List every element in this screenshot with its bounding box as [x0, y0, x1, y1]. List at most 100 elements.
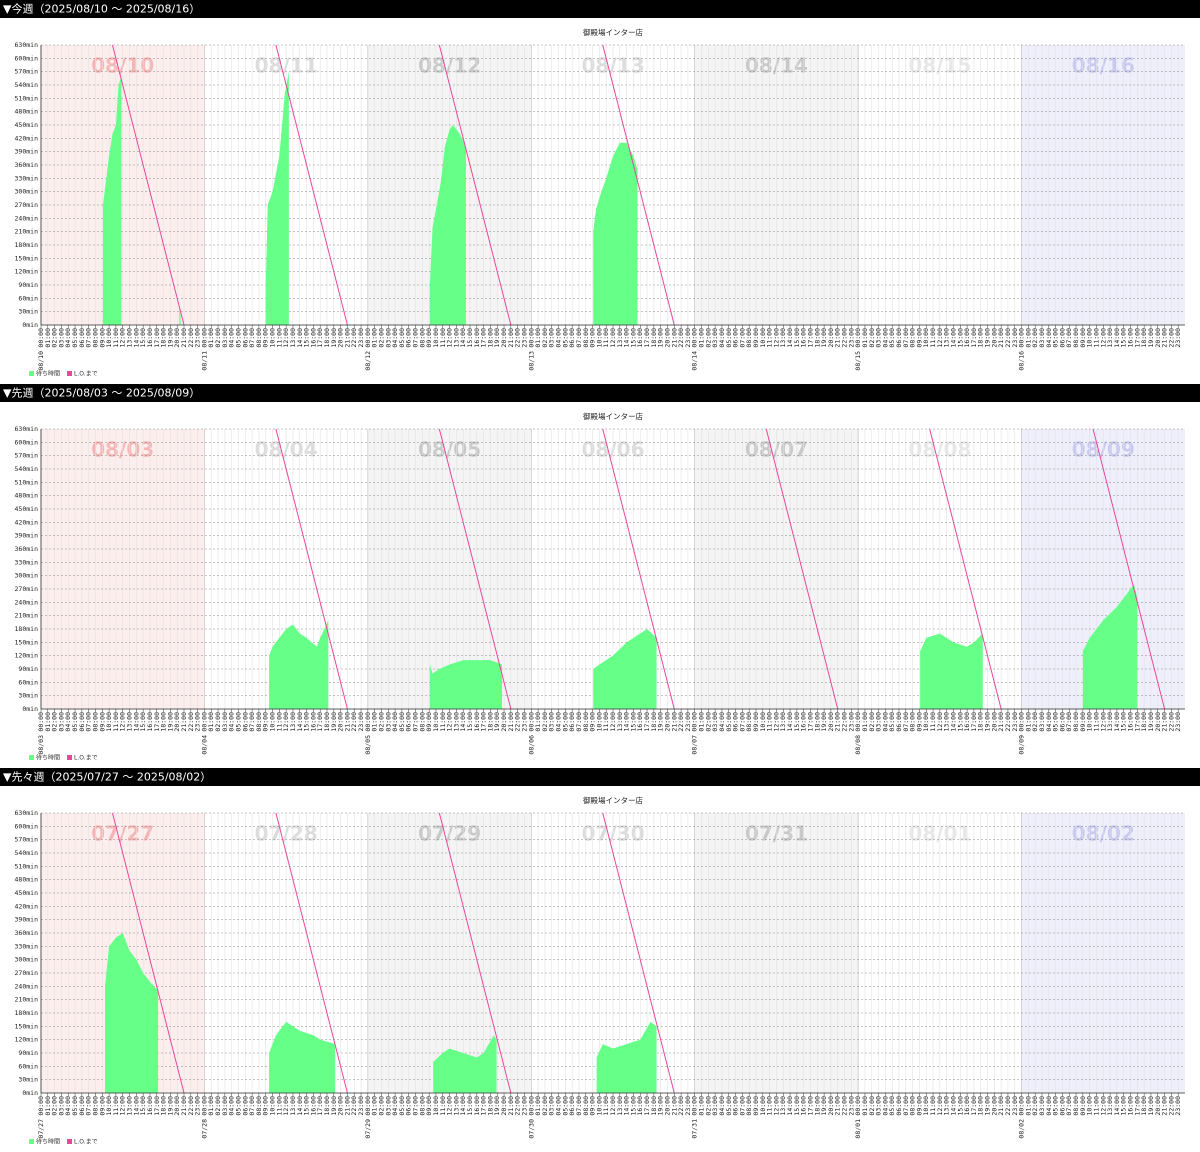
x-tick-label: 12:00: [119, 1096, 127, 1116]
x-tick-label: 18:00: [323, 1096, 331, 1116]
x-tick-label: 00:00: [527, 328, 535, 348]
x-tick-label: 00:00: [364, 328, 372, 348]
x-tick-label: 12:00: [936, 328, 944, 348]
x-tick-label: 19:00: [657, 328, 665, 348]
x-tick-label: 02:00: [377, 712, 385, 732]
x-tick-label: 21:00: [670, 328, 678, 348]
y-tick-label: 600min: [15, 822, 39, 830]
x-tick-label: 19:00: [1147, 712, 1155, 732]
y-tick-label: 600min: [15, 54, 39, 62]
x-tick-label: 01:00: [1024, 1096, 1032, 1116]
x-tick-label: 05:00: [398, 712, 406, 732]
x-tick-label: 15:00: [1120, 712, 1128, 732]
x-tick-label: 06:00: [568, 1096, 576, 1116]
x-tick-label: 21:00: [180, 712, 188, 732]
x-tick-label: 10:00: [432, 712, 440, 732]
x-tick-label: 03:00: [711, 328, 719, 348]
x-tick-label: 17:00: [153, 328, 161, 348]
x-tick-label: 00:00: [1018, 328, 1026, 348]
x-tick-label: 13:00: [1106, 1096, 1114, 1116]
legend-label: 待ち時間: [36, 370, 60, 378]
y-tick-label: 510min: [15, 862, 39, 870]
x-tick-label: 22:00: [350, 328, 358, 348]
x-tick-label: 23:00: [520, 328, 528, 348]
x-tick-label: 08:00: [418, 712, 426, 732]
y-tick-label: 480min: [15, 108, 39, 116]
x-tick-label: 21:00: [670, 712, 678, 732]
x-tick-label: 19:00: [166, 1096, 174, 1116]
y-tick-label: 480min: [15, 492, 39, 500]
x-tick-label: 02:00: [868, 712, 876, 732]
x-tick-label: 05:00: [888, 328, 896, 348]
x-tick-label: 22:00: [514, 1096, 522, 1116]
x-tick-label: 15:00: [466, 328, 474, 348]
x-tick-label: 09:00: [425, 1096, 433, 1116]
x-tick-label: 21:00: [180, 328, 188, 348]
x-tick-label: 02:00: [377, 1096, 385, 1116]
x-tick-label: 00:00: [200, 712, 208, 732]
x-tick-label: 13:00: [452, 328, 460, 348]
y-tick-label: 180min: [15, 625, 39, 633]
x-tick-label: 23:00: [1174, 328, 1182, 348]
y-tick-label: 0min: [22, 1089, 38, 1097]
x-tick-label: 12:00: [282, 712, 290, 732]
y-tick-label: 90min: [18, 281, 38, 289]
x-tick-label: 15:00: [629, 328, 637, 348]
x-tick-label: 00:00: [854, 1096, 862, 1116]
x-tick-label: 19:00: [820, 712, 828, 732]
x-tick-label: 02:00: [704, 328, 712, 348]
x-tick-label: 17:00: [480, 328, 488, 348]
legend-label: 待ち時間: [36, 1138, 60, 1146]
x-tick-label: 15:00: [793, 328, 801, 348]
x-tick-label: 05:00: [561, 1096, 569, 1116]
x-tick-label: 14:00: [459, 328, 467, 348]
week-section: ▼先週（2025/08/03 ～ 2025/08/09） 御殿場インター店 08/0…: [0, 384, 1200, 762]
x-tick-label: 13:00: [779, 1096, 787, 1116]
x-tick-label: 17:00: [316, 712, 324, 732]
plot: [105, 813, 675, 1093]
y-tick-label: 510min: [15, 478, 39, 486]
week-section: ▼今週（2025/08/10 ～ 2025/08/16） 御殿場インター店 08/1…: [0, 0, 1200, 378]
x-tick-label: 18:00: [1140, 328, 1148, 348]
x-tick-label: 11:00: [766, 712, 774, 732]
x-tick-label: 08:00: [582, 328, 590, 348]
x-tick-label: 14:00: [1113, 328, 1121, 348]
chart-title: 御殿場インター店: [583, 795, 643, 805]
x-tick-label: 04:00: [64, 1096, 72, 1116]
x-tick-label: 01:00: [861, 712, 869, 732]
x-tick-label: 02:00: [1031, 712, 1039, 732]
y-tick-label: 540min: [15, 81, 39, 89]
x-day-label: 08/15: [854, 351, 862, 371]
x-tick-label: 09:00: [1079, 328, 1087, 348]
x-tick-label: 02:00: [214, 328, 222, 348]
x-tick-label: 04:00: [228, 1096, 236, 1116]
x-tick-label: 20:00: [173, 712, 181, 732]
legend-swatch: [67, 1139, 72, 1144]
x-tick-label: 05:00: [398, 1096, 406, 1116]
x-tick-label: 07:00: [85, 328, 93, 348]
x-tick-label: 07:00: [575, 712, 583, 732]
x-tick-label: 14:00: [296, 712, 304, 732]
x-tick-label: 07:00: [248, 712, 256, 732]
x-day-label: 08/14: [691, 351, 699, 371]
y-tick-label: 210min: [15, 228, 39, 236]
x-tick-label: 09:00: [589, 328, 597, 348]
x-tick-label: 07:00: [1065, 328, 1073, 348]
x-tick-label: 07:00: [738, 1096, 746, 1116]
x-tick-label: 10:00: [922, 328, 930, 348]
x-tick-label: 12:00: [446, 712, 454, 732]
x-tick-label: 19:00: [984, 712, 992, 732]
x-tick-label: 10:00: [105, 1096, 113, 1116]
x-tick-label: 10:00: [105, 328, 113, 348]
x-tick-label: 12:00: [282, 1096, 290, 1116]
x-day-label: 08/08: [854, 735, 862, 755]
lo-line: [602, 45, 675, 325]
x-tick-label: 02:00: [868, 1096, 876, 1116]
x-day-label: 07/31: [691, 1119, 699, 1139]
x-tick-label: 09:00: [425, 712, 433, 732]
lo-line: [112, 813, 185, 1093]
x-tick-label: 06:00: [1058, 328, 1066, 348]
x-tick-label: 10:00: [105, 712, 113, 732]
x-tick-label: 02:00: [868, 328, 876, 348]
x-tick-label: 20:00: [1154, 712, 1162, 732]
